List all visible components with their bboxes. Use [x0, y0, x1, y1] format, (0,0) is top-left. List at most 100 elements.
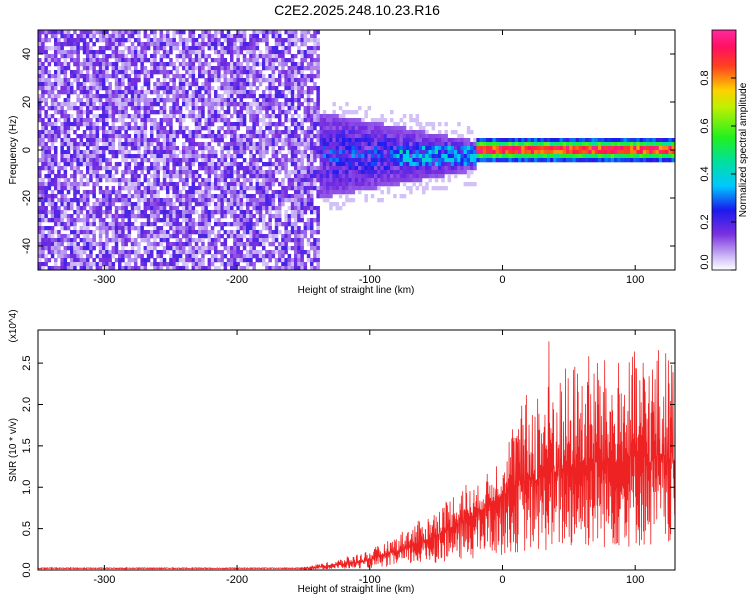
heatmap-cell: [79, 150, 84, 155]
heatmap-cell: [198, 34, 202, 39]
heatmap-cell: [191, 46, 196, 51]
heatmap-cell: [338, 174, 343, 179]
heatmap-cell: [73, 138, 77, 143]
heatmap-cell: [38, 134, 42, 139]
heatmap-cell: [201, 230, 205, 235]
heatmap-cell: [127, 38, 132, 43]
heatmap-cell: [185, 190, 189, 195]
heatmap-cell: [258, 258, 263, 263]
heatmap-cell: [351, 110, 356, 115]
heatmap-cell: [166, 82, 170, 87]
heatmap-cell: [265, 42, 269, 47]
heatmap-cell: [329, 194, 333, 199]
heatmap-cell: [409, 174, 413, 179]
heatmap-cell: [166, 94, 170, 99]
heatmap-cell: [297, 214, 301, 219]
heatmap-cell: [294, 222, 298, 227]
heatmap-cell: [358, 106, 362, 111]
heatmap-cell: [383, 118, 388, 123]
heatmap-cell: [198, 114, 202, 119]
heatmap-cell: [95, 58, 100, 63]
heatmap-cell: [249, 134, 253, 139]
heatmap-cell: [134, 70, 138, 75]
heatmap-cell: [82, 50, 87, 55]
heatmap-cell: [226, 146, 231, 151]
heatmap-cell: [242, 230, 247, 235]
heatmap-cell: [338, 106, 343, 111]
heatmap-cell: [127, 234, 132, 239]
heatmap-cell: [284, 30, 288, 35]
heatmap-cell: [268, 138, 272, 143]
heatmap-cell: [150, 190, 154, 195]
heatmap-cell: [214, 178, 218, 183]
heatmap-cell: [281, 158, 285, 163]
heatmap-cell: [226, 130, 231, 135]
heatmap-cell: [102, 194, 106, 199]
heatmap-cell: [406, 146, 410, 151]
heatmap-cell: [358, 126, 362, 131]
heatmap-cell: [60, 78, 64, 83]
heatmap-cell: [233, 198, 237, 203]
heatmap-cell: [252, 230, 256, 235]
heatmap-cell: [137, 106, 141, 111]
heatmap-cell: [156, 102, 160, 107]
heatmap-cell: [377, 146, 381, 151]
heatmap-cell: [278, 82, 282, 87]
heatmap-cell: [41, 226, 45, 231]
heatmap-cell: [150, 242, 154, 247]
heatmap-cell: [342, 166, 346, 171]
heatmap-cell: [121, 82, 125, 87]
heatmap-cell: [82, 266, 87, 270]
heatmap-cell: [150, 62, 154, 67]
heatmap-cell: [108, 254, 112, 259]
heatmap-cell: [316, 62, 320, 67]
heatmap-cell: [89, 90, 93, 95]
heatmap-cell: [460, 162, 464, 167]
heatmap-cell: [230, 70, 234, 75]
heatmap-cell: [210, 78, 215, 83]
heatmap-cell: [121, 174, 125, 179]
heatmap-cell: [310, 98, 314, 103]
heatmap-cell: [242, 234, 247, 239]
heatmap-cell: [70, 158, 74, 163]
heatmap-cell: [361, 134, 365, 139]
heatmap-cell: [166, 198, 170, 203]
heatmap-cell: [262, 142, 266, 147]
heatmap-cell: [121, 70, 125, 75]
heatmap-cell: [150, 110, 154, 115]
heatmap-cell: [41, 130, 45, 135]
heatmap-cell: [390, 166, 394, 171]
heatmap-cell: [460, 142, 464, 147]
heatmap-cell: [415, 150, 420, 155]
heatmap-cell: [476, 154, 480, 159]
heatmap-cell: [50, 210, 55, 215]
heatmap-cell: [380, 146, 384, 151]
heatmap-cell: [444, 158, 448, 163]
heatmap-cell: [201, 34, 205, 39]
heatmap-cell: [182, 230, 186, 235]
heatmap-cell: [249, 74, 253, 79]
heatmap-cell: [274, 250, 279, 255]
heatmap-cell: [246, 186, 250, 191]
heatmap-cell: [326, 174, 330, 179]
heatmap-cell: [153, 62, 157, 67]
heatmap-cell: [252, 70, 256, 75]
heatmap-cell: [140, 138, 144, 143]
heatmap-cell: [294, 262, 298, 267]
heatmap-cell: [214, 110, 218, 115]
heatmap-cell: [44, 78, 48, 83]
heatmap-cell: [146, 178, 151, 183]
heatmap-cell: [70, 206, 74, 211]
heatmap-cell: [178, 250, 183, 255]
heatmap-cell: [271, 66, 276, 71]
heatmap-cell: [111, 174, 116, 179]
heatmap-cell: [287, 130, 292, 135]
heatmap-cell: [156, 218, 160, 223]
heatmap-cell: [431, 162, 436, 167]
heatmap-cell: [271, 146, 276, 151]
heatmap-cell: [95, 126, 100, 131]
heatmap-cell: [188, 158, 192, 163]
heatmap-cell: [274, 154, 279, 159]
heatmap-cell: [185, 182, 189, 187]
heatmap-cell: [364, 126, 368, 131]
